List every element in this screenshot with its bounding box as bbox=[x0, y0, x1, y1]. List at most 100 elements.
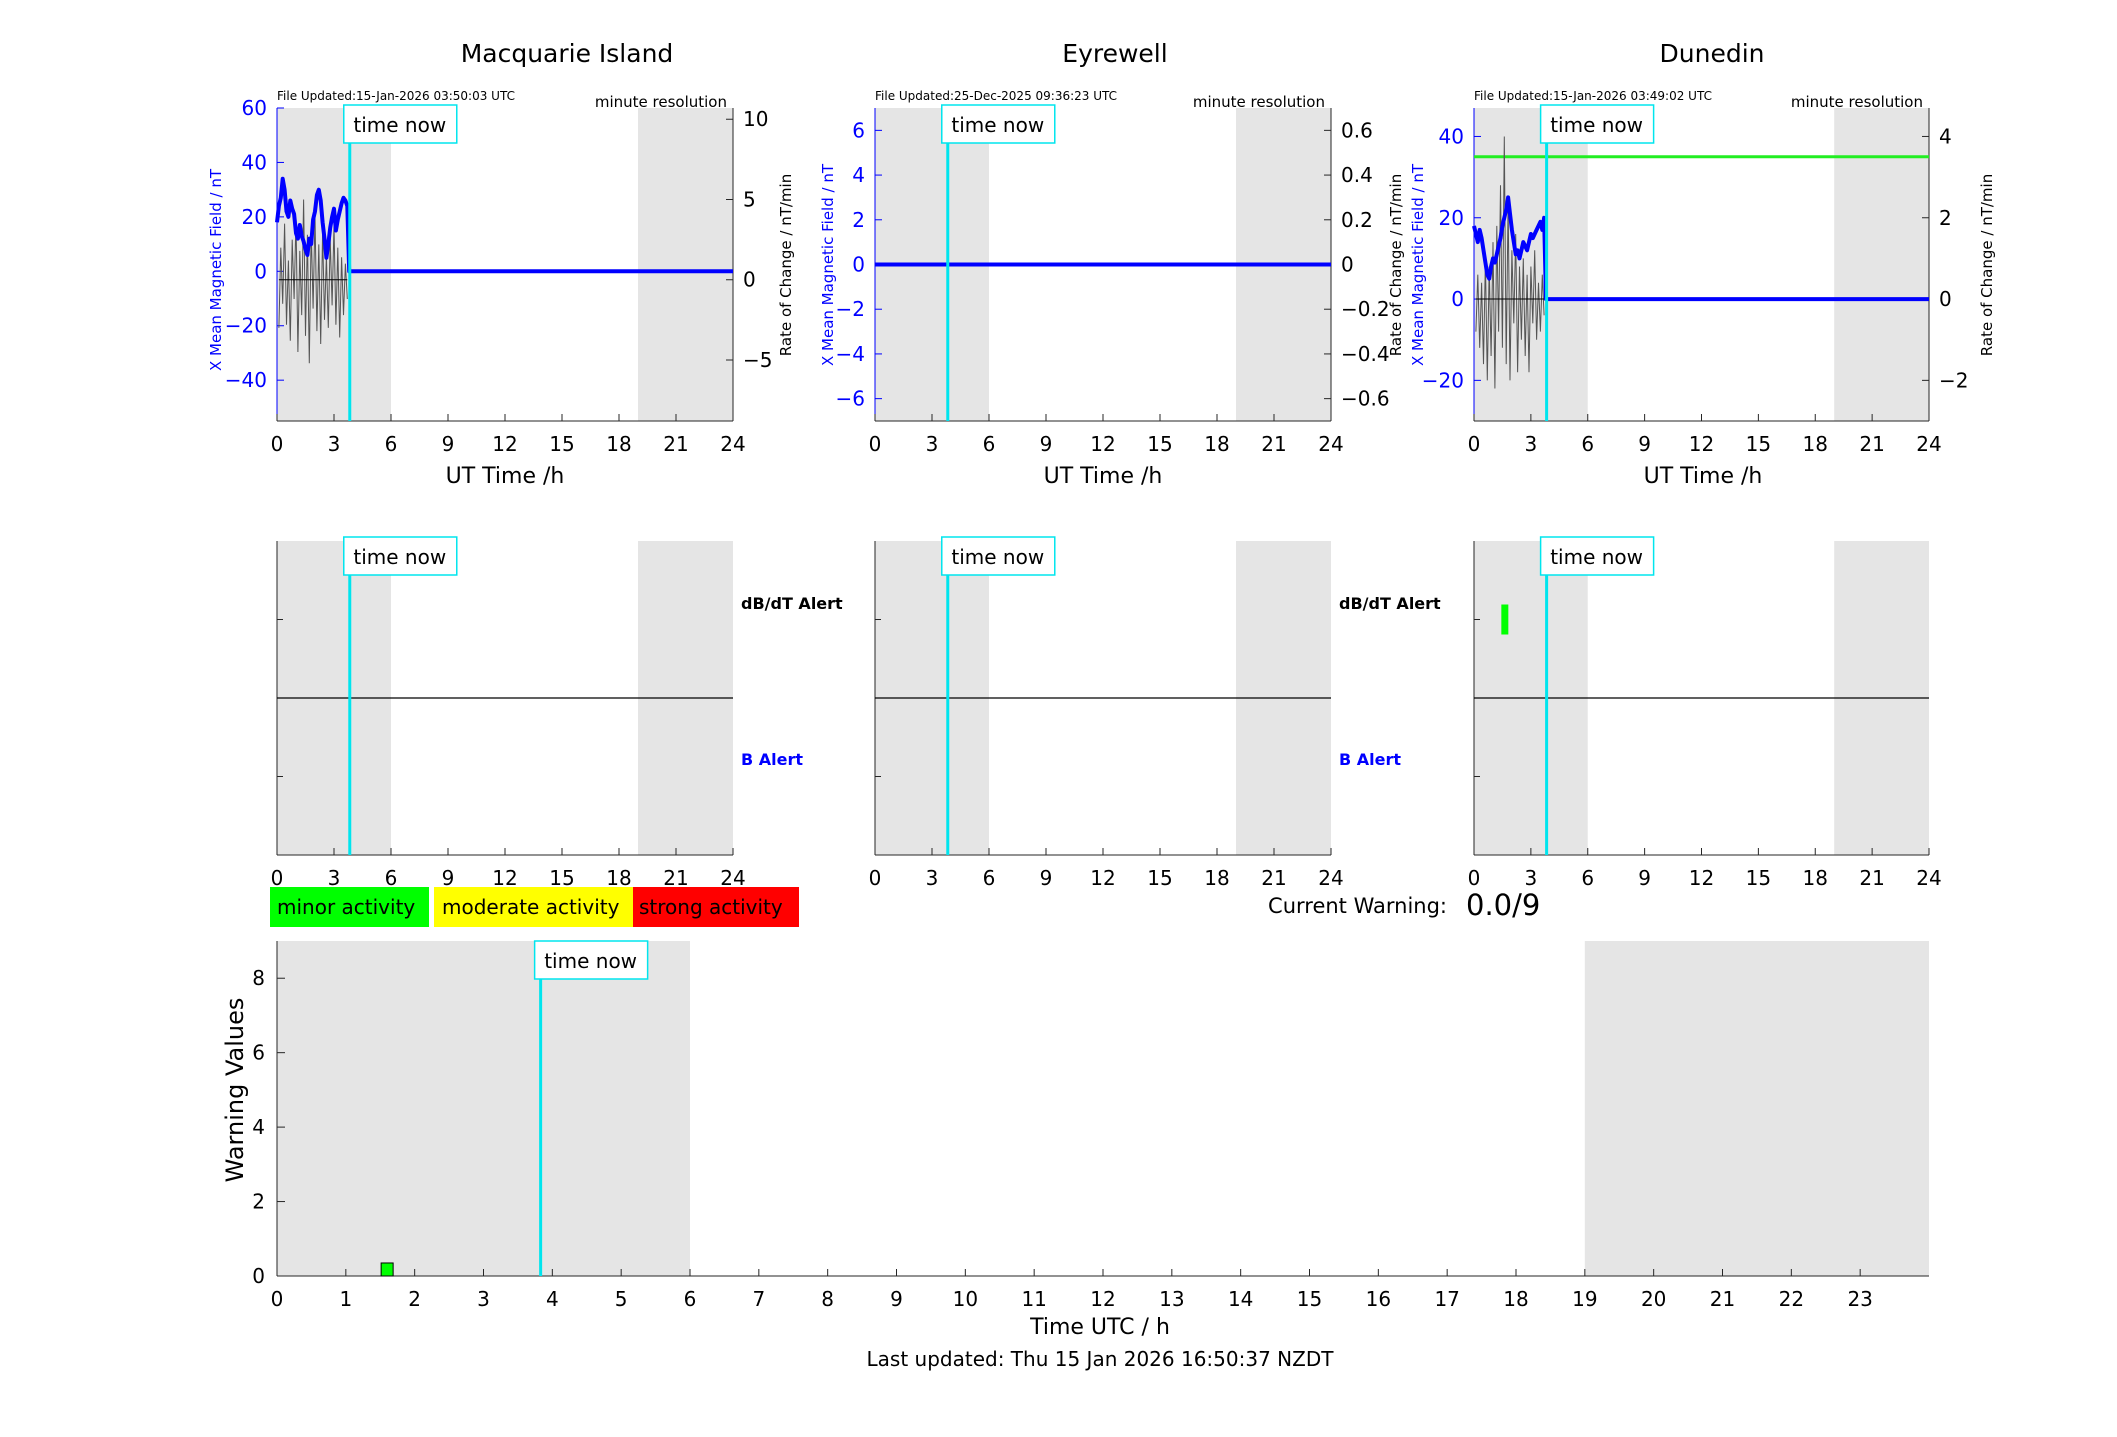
x-tick-label: 21 bbox=[1261, 866, 1286, 890]
x-tick-label: 0 bbox=[1468, 432, 1481, 456]
file-updated-dunedin: File Updated:15-Jan-2026 03:49:02 UTC bbox=[1474, 89, 1712, 103]
x-tick-label: 24 bbox=[1318, 432, 1343, 456]
x-tick-label: 22 bbox=[1779, 1287, 1804, 1311]
right-y-tick-label: 2 bbox=[1939, 206, 1952, 230]
x-tick-label: 7 bbox=[752, 1287, 765, 1311]
x-tick-label: 15 bbox=[1147, 432, 1172, 456]
x-tick-label: 18 bbox=[1503, 1287, 1528, 1311]
x-tick-label: 18 bbox=[1204, 866, 1229, 890]
resolution-label-macquarie: minute resolution bbox=[595, 93, 727, 111]
warning-x-axis-title: Time UTC / h bbox=[1029, 1315, 1170, 1340]
left-y-tick-label: 6 bbox=[852, 118, 865, 142]
legend-minor-swatch bbox=[270, 887, 429, 927]
time-now-box bbox=[1539, 536, 1655, 576]
left-y-tick-label: 0 bbox=[1451, 287, 1464, 311]
x-tick-label: 13 bbox=[1159, 1287, 1184, 1311]
left-y-tick-label: 40 bbox=[1439, 124, 1464, 148]
left-y-tick-label: 60 bbox=[242, 96, 267, 120]
legend-moderate-swatch bbox=[434, 887, 633, 927]
right-axis-title-macquarie: Rate of Change / nT/min bbox=[777, 174, 795, 356]
x-tick-label: 3 bbox=[1525, 866, 1538, 890]
x-tick-label: 12 bbox=[1090, 432, 1115, 456]
left-y-tick-label: 20 bbox=[242, 205, 267, 229]
night-shading-0 bbox=[277, 941, 690, 1276]
right-y-tick-label: −0.4 bbox=[1341, 342, 1390, 366]
x-tick-label: 18 bbox=[1803, 866, 1828, 890]
left-y-tick-label: 4 bbox=[852, 163, 865, 187]
x-tick-label: 23 bbox=[1847, 1287, 1872, 1311]
right-axis-title-eyrewell: Rate of Change / nT/min bbox=[1387, 174, 1405, 356]
x-tick-label: 21 bbox=[1859, 866, 1884, 890]
x-tick-label: 16 bbox=[1366, 1287, 1391, 1311]
time-now-label: time now bbox=[1550, 545, 1643, 569]
x-tick-label: 10 bbox=[953, 1287, 978, 1311]
x-tick-label: 12 bbox=[1689, 432, 1714, 456]
x-tick-label: 18 bbox=[1204, 432, 1229, 456]
left-axis-title-macquarie: X Mean Magnetic Field / nT bbox=[207, 168, 225, 371]
left-y-tick-label: −20 bbox=[1422, 368, 1464, 392]
time-now-box bbox=[343, 536, 458, 576]
warning-bar bbox=[380, 1262, 394, 1277]
right-y-tick-label: −0.6 bbox=[1341, 387, 1390, 411]
time-now-label: time now bbox=[353, 545, 446, 569]
x-tick-label: 6 bbox=[1581, 866, 1594, 890]
right-y-tick-label: 10 bbox=[743, 107, 768, 131]
x-tick-label: 12 bbox=[1689, 866, 1714, 890]
right-axis-title-dunedin: Rate of Change / nT/min bbox=[1978, 174, 1996, 356]
rate-of-change-series bbox=[1475, 136, 1545, 389]
station-title-macquarie: Macquarie Island bbox=[461, 39, 674, 68]
x-axis-title-dunedin: UT Time /h bbox=[1644, 464, 1763, 489]
station-title-dunedin: Dunedin bbox=[1660, 39, 1765, 68]
y-tick-label: 8 bbox=[252, 966, 265, 990]
x-tick-label: 9 bbox=[442, 432, 455, 456]
y-tick-label: 0 bbox=[252, 1264, 265, 1288]
y-tick-label: 2 bbox=[252, 1190, 265, 1214]
x-field-series bbox=[275, 176, 733, 274]
x-tick-label: 0 bbox=[271, 432, 284, 456]
x-tick-label: 6 bbox=[684, 1287, 697, 1311]
rate-of-change-series bbox=[278, 199, 348, 364]
x-tick-label: 3 bbox=[1525, 432, 1538, 456]
x-tick-label: 15 bbox=[549, 432, 574, 456]
x-tick-label: 17 bbox=[1434, 1287, 1459, 1311]
x-tick-label: 0 bbox=[271, 866, 284, 890]
alert-plot-macquarie: 0 3 6 9 12 15 18 21 24 time now bbox=[271, 536, 746, 890]
x-tick-label: 9 bbox=[442, 866, 455, 890]
x-tick-label: 12 bbox=[492, 866, 517, 890]
x-tick-label: 19 bbox=[1572, 1287, 1597, 1311]
time-now-label: time now bbox=[951, 113, 1044, 137]
x-tick-label: 9 bbox=[1638, 866, 1651, 890]
last-updated-footer: Last updated: Thu 15 Jan 2026 16:50:37 N… bbox=[867, 1347, 1335, 1371]
x-tick-label: 24 bbox=[720, 432, 745, 456]
x-tick-label: 14 bbox=[1228, 1287, 1253, 1311]
b-alert-label-macquarie: B Alert bbox=[741, 750, 803, 769]
x-tick-label: 9 bbox=[1638, 432, 1651, 456]
time-now-box bbox=[941, 536, 1056, 576]
x-tick-label: 21 bbox=[1859, 432, 1884, 456]
x-tick-label: 3 bbox=[926, 866, 939, 890]
left-y-tick-label: 2 bbox=[852, 208, 865, 232]
x-tick-label: 0 bbox=[271, 1287, 284, 1311]
alert-plot-dunedin: 0 3 6 9 12 15 18 21 24 time now bbox=[1468, 536, 1942, 890]
x-tick-label: 18 bbox=[606, 432, 631, 456]
file-updated-macquarie: File Updated:15-Jan-2026 03:50:03 UTC bbox=[277, 89, 515, 103]
warning-y-axis-title: Warning Values bbox=[221, 998, 249, 1183]
right-y-tick-label: −2 bbox=[1939, 368, 1968, 392]
x-tick-label: 24 bbox=[1916, 432, 1941, 456]
night-shading-1 bbox=[1584, 941, 1929, 1276]
y-tick-label: 4 bbox=[252, 1115, 265, 1139]
x-tick-label: 24 bbox=[1916, 866, 1941, 890]
x-tick-label: 11 bbox=[1021, 1287, 1046, 1311]
x-tick-label: 9 bbox=[1040, 432, 1053, 456]
x-tick-label: 12 bbox=[492, 432, 517, 456]
left-y-tick-label: −20 bbox=[225, 314, 267, 338]
x-tick-label: 0 bbox=[1468, 866, 1481, 890]
x-tick-label: 3 bbox=[328, 866, 341, 890]
x-tick-label: 6 bbox=[983, 866, 996, 890]
x-tick-label: 18 bbox=[1803, 432, 1828, 456]
x-tick-label: 24 bbox=[720, 866, 745, 890]
time-now-label: time now bbox=[1550, 113, 1643, 137]
